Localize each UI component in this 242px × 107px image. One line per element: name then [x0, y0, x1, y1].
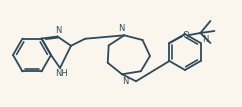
Text: O: O: [182, 30, 189, 39]
Text: N: N: [122, 77, 128, 86]
Text: N: N: [202, 34, 209, 44]
Text: N: N: [118, 24, 124, 33]
Text: N: N: [55, 26, 62, 35]
Text: NH: NH: [56, 70, 68, 79]
